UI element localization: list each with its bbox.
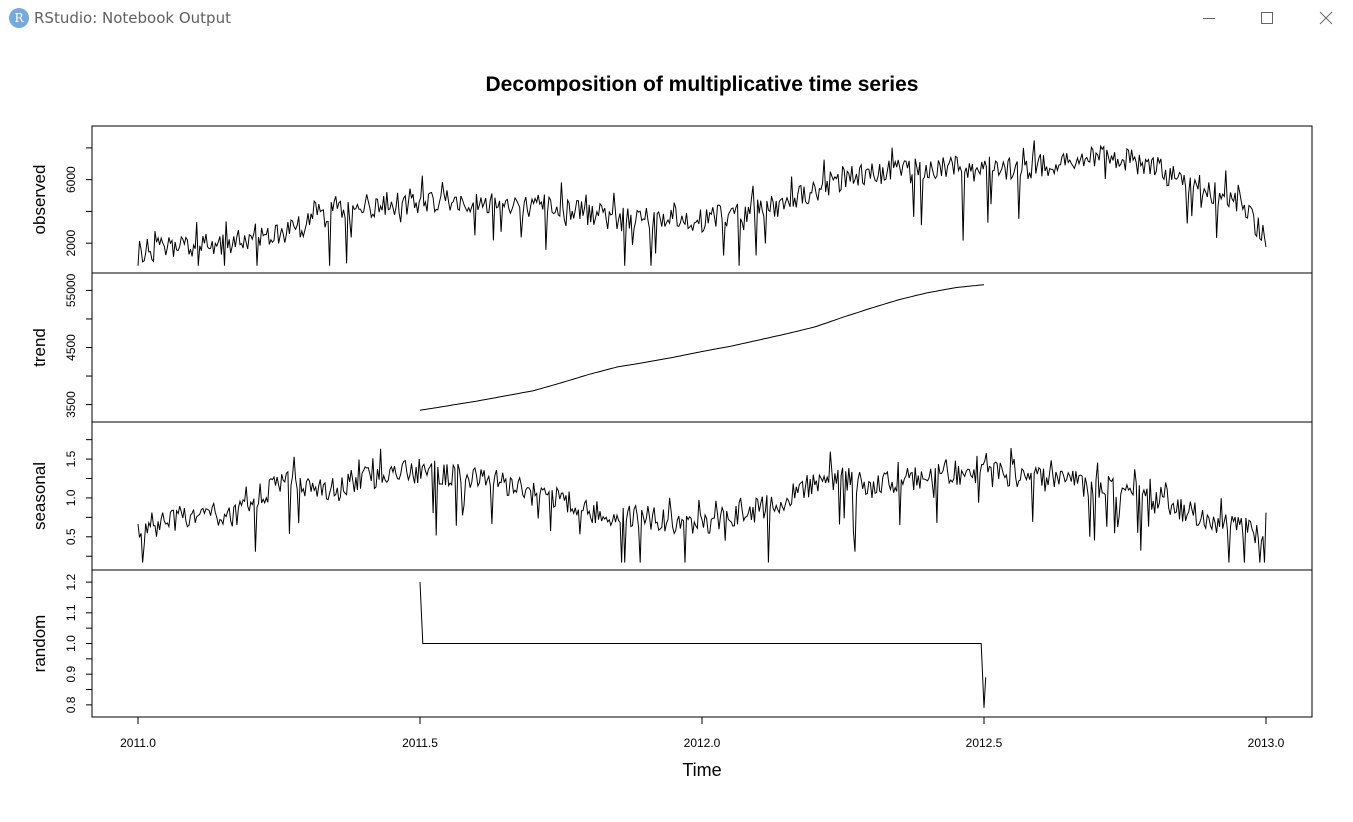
window-titlebar: R RStudio: Notebook Output (0, 0, 1353, 36)
seasonal-panel: seasonal 0.5 1.0 1.5 (30, 421, 1313, 571)
observed-y-axis: 2000 6000 (64, 147, 92, 257)
trend-y-axis: 3500 4500 55000 (64, 273, 92, 418)
decomposition-chart: Decomposition of multiplicative time ser… (30, 73, 1313, 780)
trend-frame (91, 272, 1313, 423)
observed-frame (91, 125, 1313, 274)
close-button[interactable] (1296, 0, 1353, 36)
x-axis-label: Time (682, 760, 721, 780)
x-tick-label: 2012.5 (966, 736, 1003, 750)
chart-title: Decomposition of multiplicative time ser… (486, 73, 919, 96)
y-tick-label: 1.1 (64, 604, 78, 621)
trend-panel: trend 3500 4500 55000 (30, 272, 1313, 423)
maximize-icon (1261, 12, 1273, 24)
rstudio-r-logo-icon: R (9, 8, 29, 28)
y-tick-label: 55000 (64, 273, 78, 307)
y-tick-label: 0.8 (64, 696, 78, 713)
y-tick-label: 1.0 (64, 635, 78, 652)
y-tick-label: 1.2 (64, 573, 78, 590)
trend-series-line (419, 284, 985, 411)
y-tick-label: 4500 (64, 334, 78, 361)
window-title: RStudio: Notebook Output (34, 9, 231, 27)
random-series-line (419, 582, 987, 708)
y-tick-label: 1.0 (64, 489, 78, 506)
x-tick-label: 2011.0 (120, 736, 156, 750)
y-tick-label: 2000 (64, 230, 78, 257)
seasonal-series-line (137, 447, 1267, 563)
minimize-button[interactable] (1180, 0, 1238, 36)
trend-ylabel: trend (30, 328, 49, 367)
observed-ylabel: observed (30, 165, 49, 235)
observed-panel: observed 2000 6000 (30, 125, 1313, 274)
random-y-axis: 0.8 0.9 1.0 1.1 1.2 (64, 573, 92, 713)
y-tick-label: 6000 (64, 166, 78, 193)
y-tick-label: 3500 (64, 391, 78, 418)
close-icon (1319, 11, 1333, 25)
x-tick-label: 2012.0 (684, 736, 721, 750)
y-tick-label: 0.5 (64, 528, 78, 545)
seasonal-y-axis: 0.5 1.0 1.5 (64, 439, 92, 557)
observed-series-line (137, 140, 1267, 266)
random-panel: random 0.8 0.9 1.0 1.1 1.2 (30, 569, 1313, 718)
x-tick-label: 2011.5 (402, 736, 438, 750)
time-x-axis: 2011.0 2011.5 2012.0 2012.5 2013.0 (120, 716, 1285, 750)
maximize-button[interactable] (1238, 0, 1296, 36)
seasonal-ylabel: seasonal (30, 462, 49, 530)
y-tick-label: 0.9 (64, 666, 78, 683)
y-tick-label: 1.5 (64, 450, 78, 467)
x-tick-label: 2013.0 (1248, 736, 1285, 750)
seasonal-frame (91, 421, 1313, 571)
minimize-icon (1203, 18, 1215, 19)
random-ylabel: random (30, 615, 49, 673)
